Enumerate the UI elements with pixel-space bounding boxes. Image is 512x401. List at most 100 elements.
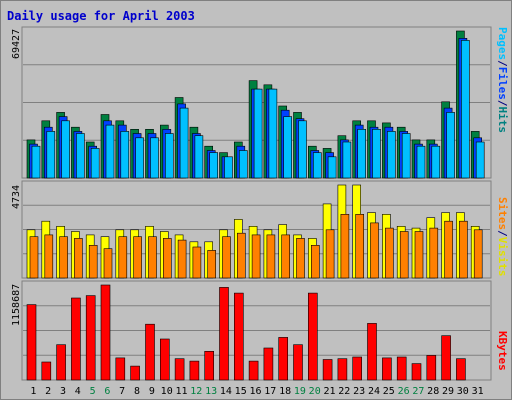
- x-label-day-6: 6: [104, 386, 110, 397]
- legend-part-3: /: [496, 100, 509, 107]
- legend-part-2: Visits: [496, 237, 509, 277]
- top-pages-bar-day-29: [446, 112, 455, 179]
- legend-part-1: /: [496, 60, 509, 67]
- bottom-max-label: 1158687: [11, 284, 22, 326]
- x-label-day-15: 15: [235, 386, 247, 397]
- top-pages-bar-day-8: [135, 137, 144, 179]
- middle-sites-bar-day-5: [88, 245, 98, 279]
- x-label-day-1: 1: [30, 386, 36, 397]
- middle-sites-bar-day-13: [207, 250, 216, 279]
- middle-sites-bar-day-17: [266, 234, 276, 279]
- bottom-kbytes-bar-day-18: [278, 337, 289, 381]
- bottom-kbytes-bar-day-10: [160, 338, 170, 381]
- top-pages-bar-day-18: [283, 116, 293, 179]
- top-panel: [21, 26, 492, 179]
- bottom-kbytes-bar-day-29: [441, 335, 451, 381]
- top-pages-bar-day-23: [357, 129, 367, 179]
- top-panel-bars: [26, 30, 485, 179]
- bottom-kbytes-bar-day-26: [396, 356, 407, 381]
- bottom-kbytes-bar-day-11: [174, 358, 185, 381]
- top-pages-bar-day-14: [224, 156, 233, 179]
- middle-sites-bar-day-22: [340, 214, 350, 279]
- middle-sites-bar-day-11: [177, 239, 187, 279]
- middle-sites-bar-day-31: [473, 229, 483, 279]
- middle-sites-bar-day-6: [103, 248, 113, 279]
- top-pages-bar-day-31: [475, 141, 485, 179]
- bottom-kbytes-bar-day-13: [204, 350, 214, 381]
- bottom-kbytes-bar-day-7: [115, 357, 126, 381]
- middle-sites-bar-day-29: [444, 220, 453, 279]
- middle-sites-bar-day-24: [370, 222, 379, 279]
- top-pages-bar-day-15: [239, 150, 248, 179]
- top-pages-bar-day-9: [150, 137, 159, 179]
- x-label-day-23: 23: [353, 386, 365, 397]
- x-label-day-14: 14: [220, 386, 232, 397]
- middle-sites-bar-day-19: [296, 238, 305, 279]
- top-pages-bar-day-30: [461, 40, 470, 179]
- bottom-kbytes-bar-day-6: [100, 284, 111, 381]
- middle-panel: [21, 180, 492, 279]
- bottom-kbytes-bar-day-8: [130, 365, 140, 381]
- top-pages-bar-day-27: [416, 145, 426, 179]
- x-label-day-9: 9: [149, 386, 155, 397]
- middle-sites-bar-day-10: [163, 238, 172, 279]
- bottom-kbytes-bar-day-23: [352, 356, 363, 381]
- top-pages-bar-day-10: [165, 133, 174, 179]
- x-label-day-7: 7: [119, 386, 125, 397]
- middle-sites-bar-day-23: [355, 214, 365, 279]
- x-label-day-19: 19: [294, 386, 306, 397]
- x-label-day-4: 4: [75, 386, 81, 397]
- middle-sites-bar-day-14: [222, 236, 231, 279]
- middle-sites-bar-day-15: [237, 232, 246, 279]
- middle-sites-bar-day-2: [44, 234, 54, 279]
- bottom-legend: KBytes: [496, 331, 509, 371]
- middle-sites-bar-day-7: [118, 236, 128, 279]
- middle-sites-bar-day-21: [325, 229, 335, 279]
- legend-part-2: Files: [496, 67, 509, 100]
- top-pages-bar-day-16: [253, 88, 263, 179]
- top-pages-bar-day-5: [90, 148, 100, 179]
- middle-sites-bar-day-4: [74, 238, 83, 279]
- middle-sites-bar-day-30: [459, 220, 468, 279]
- top-pages-bar-day-2: [46, 131, 56, 179]
- x-label-day-10: 10: [161, 386, 173, 397]
- middle-sites-bar-day-16: [251, 234, 261, 279]
- top-pages-bar-day-1: [31, 145, 41, 179]
- bottom-panel-bars: [26, 284, 466, 381]
- x-label-day-5: 5: [90, 386, 96, 397]
- bottom-kbytes-bar-day-12: [189, 360, 200, 381]
- legend-part-1: /: [496, 230, 509, 237]
- top-pages-bar-day-17: [268, 88, 278, 179]
- bottom-kbytes-bar-day-5: [85, 295, 96, 381]
- top-pages-bar-day-19: [298, 120, 307, 179]
- middle-sites-bar-day-28: [429, 227, 439, 279]
- x-label-day-17: 17: [264, 386, 276, 397]
- x-label-day-20: 20: [309, 386, 321, 397]
- middle-legend: Sites/Visits: [496, 197, 509, 277]
- bottom-kbytes-bar-day-30: [456, 358, 466, 381]
- bottom-kbytes-bar-day-28: [426, 355, 437, 381]
- bottom-kbytes-bar-day-24: [367, 323, 377, 381]
- top-pages-bar-day-20: [312, 152, 322, 179]
- x-label-day-25: 25: [383, 386, 395, 397]
- x-label-day-2: 2: [45, 386, 51, 397]
- bottom-kbytes-bar-day-27: [411, 363, 422, 381]
- x-label-day-31: 31: [472, 386, 484, 397]
- bottom-kbytes-bar-day-2: [41, 361, 52, 381]
- x-label-day-18: 18: [279, 386, 291, 397]
- top-pages-bar-day-21: [327, 156, 337, 179]
- legend-part-0: Sites: [496, 197, 509, 230]
- bottom-kbytes-bar-day-25: [382, 357, 392, 381]
- top-pages-bar-day-11: [179, 107, 189, 179]
- x-label-day-24: 24: [368, 386, 380, 397]
- x-label-day-30: 30: [457, 386, 469, 397]
- x-axis-labels: 1 2 3 4 5 6 7 8 9 10 11 12 13 14 15 16 17 18 19 20 21 22 23 24 2…: [30, 386, 483, 397]
- x-label-day-28: 28: [427, 386, 439, 397]
- bottom-kbytes-bar-day-16: [248, 360, 259, 381]
- bottom-kbytes-bar-day-4: [71, 297, 81, 381]
- middle-sites-bar-day-26: [399, 231, 409, 279]
- x-label-day-13: 13: [205, 386, 217, 397]
- middle-sites-bar-day-8: [133, 236, 142, 279]
